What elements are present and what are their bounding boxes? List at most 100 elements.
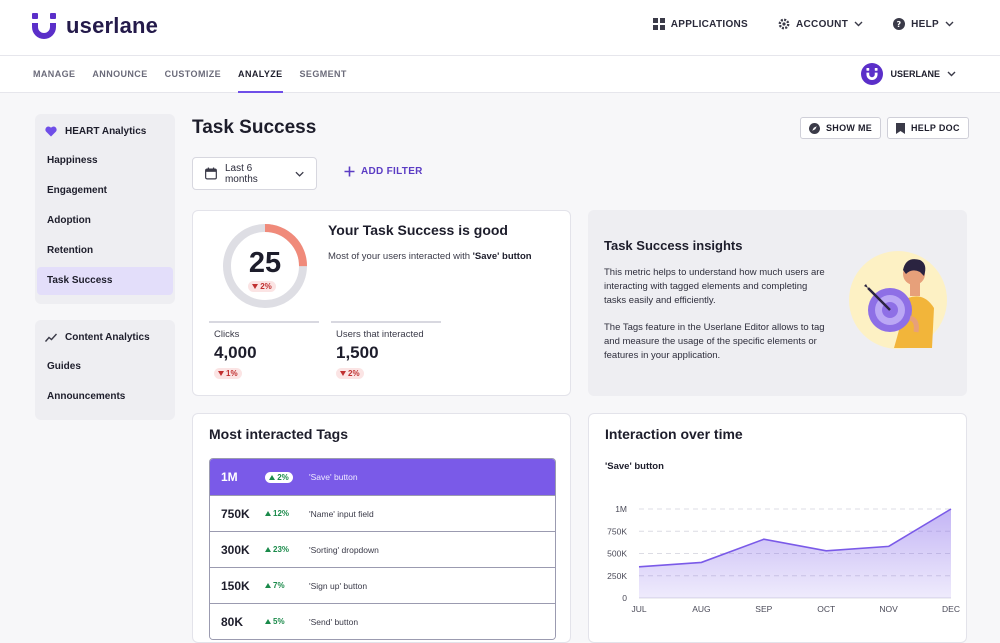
tag-change-badge: 7% (265, 581, 309, 590)
arrow-down-icon (218, 371, 224, 376)
trend-line-icon (45, 333, 57, 343)
chevron-down-icon (295, 171, 304, 177)
insights-paragraph-2: The Tags feature in the Userlane Editor … (604, 321, 829, 363)
tag-count: 150K (210, 579, 258, 593)
sidebar-item-guides[interactable]: Guides (37, 353, 173, 381)
insights-paragraph-1: This metric helps to understand how much… (604, 266, 829, 308)
show-me-button[interactable]: SHOW ME (800, 117, 881, 139)
task-success-score-card: 25 2% Your Task Success is good Most of … (192, 210, 571, 396)
top-bar: userlane APPLICATIONS ACCOUNT ? HELP (0, 0, 1000, 56)
help-doc-label: HELP DOC (911, 123, 960, 133)
tab-analyze[interactable]: ANALYZE (238, 56, 282, 93)
x-tick-label: DEC (942, 604, 960, 614)
sidebar-item-happiness[interactable]: Happiness (37, 147, 173, 175)
score-value: 25 (238, 247, 292, 280)
sidebar-item-adoption[interactable]: Adoption (37, 207, 173, 235)
heart-analytics-section: HEART Analytics Happiness Engagement Ado… (35, 114, 175, 304)
tag-name: 'Save' button (309, 472, 358, 482)
compass-icon (809, 123, 820, 134)
svg-text:?: ? (897, 20, 902, 29)
arrow-up-icon (265, 511, 271, 516)
page-title: Task Success (192, 117, 316, 139)
y-tick-label: 250K (607, 571, 627, 581)
sidebar-item-retention[interactable]: Retention (37, 237, 173, 265)
score-headline: Your Task Success is good (328, 222, 508, 238)
question-icon: ? (893, 18, 905, 30)
applications-button[interactable]: APPLICATIONS (653, 18, 748, 30)
add-filter-button[interactable]: ADD FILTER (344, 166, 423, 177)
x-tick-label: NOV (879, 604, 898, 614)
userlane-logo[interactable]: userlane (32, 13, 158, 39)
heart-analytics-title: HEART Analytics (65, 126, 146, 137)
userlane-logo-icon (32, 13, 56, 39)
clicks-value: 4,000 (209, 343, 319, 363)
most-interacted-tags-card: Most interacted Tags 1M 2% 'Save' button… (192, 413, 571, 643)
x-tick-label: SEP (755, 604, 772, 614)
heart-icon (45, 126, 57, 137)
sidebar: HEART Analytics Happiness Engagement Ado… (35, 114, 175, 420)
task-success-insights-panel: Task Success insights This metric helps … (588, 210, 967, 396)
tag-row[interactable]: 150K 7% 'Sign up' button (210, 567, 555, 603)
y-tick-label: 1M (615, 504, 627, 514)
x-tick-label: OCT (817, 604, 835, 614)
tags-title: Most interacted Tags (209, 426, 348, 442)
content-analytics-section: Content Analytics Guides Announcements (35, 320, 175, 420)
tag-row[interactable]: 1M 2% 'Save' button (210, 459, 555, 495)
date-range-value: Last 6 months (225, 163, 283, 185)
user-menu[interactable]: USERLANE (861, 63, 956, 85)
plus-icon (344, 166, 355, 177)
chevron-down-icon (945, 21, 954, 27)
chevron-down-icon (854, 21, 863, 27)
tab-segment[interactable]: SEGMENT (300, 56, 347, 93)
tag-row[interactable]: 80K 5% 'Send' button (210, 603, 555, 639)
arrow-down-icon (340, 371, 346, 376)
tab-customize[interactable]: CUSTOMIZE (165, 56, 221, 93)
help-button[interactable]: ? HELP (893, 18, 954, 30)
target-illustration (846, 248, 952, 352)
add-filter-label: ADD FILTER (361, 166, 423, 177)
arrow-down-icon (252, 284, 258, 289)
users-interacted-label: Users that interacted (331, 329, 441, 340)
tag-name: 'Sign up' button (309, 581, 367, 591)
user-label: USERLANE (890, 69, 940, 79)
content-analytics-title: Content Analytics (65, 332, 150, 343)
date-range-select[interactable]: Last 6 months (192, 157, 317, 190)
x-tick-label: JUL (631, 604, 646, 614)
y-tick-label: 500K (607, 549, 627, 559)
help-doc-button[interactable]: HELP DOC (887, 117, 969, 139)
tag-count: 300K (210, 543, 258, 557)
tab-announce[interactable]: ANNOUNCE (92, 56, 147, 93)
gear-icon (778, 18, 790, 30)
tags-list: 1M 2% 'Save' button 750K 12% 'Name' inpu… (209, 458, 556, 640)
avatar (861, 63, 883, 85)
bookmark-icon (896, 123, 905, 134)
tag-change-value: 23% (273, 545, 289, 554)
tag-change-badge: 12% (265, 509, 309, 518)
score-description: Most of your users interacted with 'Save… (328, 251, 532, 262)
y-tick-label: 0 (622, 593, 627, 603)
tag-name: 'Sorting' dropdown (309, 545, 379, 555)
score-change-badge: 2% (248, 281, 276, 292)
tag-name: 'Send' button (309, 617, 358, 627)
arrow-up-icon (265, 619, 271, 624)
sidebar-item-engagement[interactable]: Engagement (37, 177, 173, 205)
account-button[interactable]: ACCOUNT (778, 18, 863, 30)
score-change-value: 2% (260, 282, 272, 291)
tag-name: 'Name' input field (309, 509, 374, 519)
tag-change-badge: 23% (265, 545, 309, 554)
arrow-up-icon (265, 547, 271, 552)
insights-title: Task Success insights (604, 238, 743, 253)
tag-change-badge: 2% (265, 472, 293, 483)
chevron-down-icon (947, 71, 956, 77)
arrow-up-icon (265, 583, 271, 588)
users-change-value: 2% (348, 369, 360, 378)
sidebar-item-task-success[interactable]: Task Success (37, 267, 173, 295)
heart-analytics-header[interactable]: HEART Analytics (35, 121, 175, 147)
tag-row[interactable]: 300K 23% 'Sorting' dropdown (210, 531, 555, 567)
sidebar-item-announcements[interactable]: Announcements (37, 383, 173, 411)
tag-row[interactable]: 750K 12% 'Name' input field (210, 495, 555, 531)
tab-manage[interactable]: MANAGE (33, 56, 75, 93)
grid-icon (653, 18, 665, 30)
content-analytics-header[interactable]: Content Analytics (35, 327, 175, 353)
